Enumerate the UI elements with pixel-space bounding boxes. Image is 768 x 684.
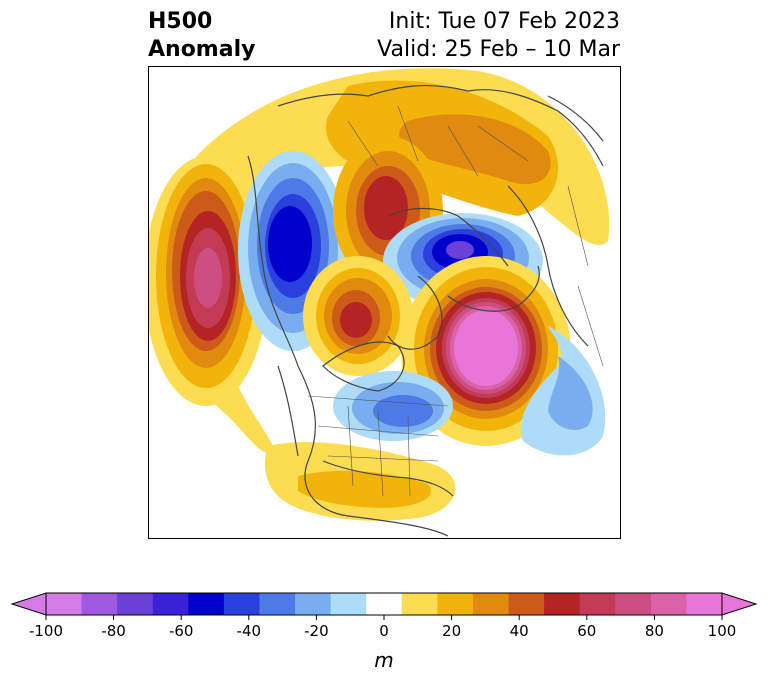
colorbar-tick-label: 100 (708, 622, 737, 640)
colorbar-tick-label: 60 (577, 622, 596, 640)
colorbar-box (401, 593, 438, 615)
colorbar-over-arrow (721, 592, 758, 616)
colorbar-ticks: -100 -80 -60 -40 -20 0 20 40 60 80 100 (29, 615, 736, 640)
north-america-trough (333, 371, 453, 441)
colorbar: -100 -80 -60 -40 -20 0 20 40 60 80 100 m (10, 592, 758, 672)
colorbar-box (508, 593, 545, 615)
colorbar-box (259, 593, 296, 615)
colorbar-box (188, 593, 225, 615)
greenland-atlantic-ridge (401, 256, 571, 446)
map-frame (148, 66, 621, 539)
colorbar-tick-label: -60 (169, 622, 194, 640)
colorbar-box (686, 593, 723, 615)
colorbar-tick-label: 20 (442, 622, 461, 640)
colorbar-under-arrow (10, 592, 47, 616)
title-right: Init: Tue 07 Feb 2023 Valid: 25 Feb – 10… (377, 8, 620, 64)
atlantic-trough (520, 326, 606, 456)
title-anomaly: Anomaly (148, 37, 256, 62)
colorbar-box (295, 593, 332, 615)
valid-range: Valid: 25 Feb – 10 Mar (377, 37, 620, 62)
anomaly-map (148, 66, 621, 539)
coastlines (247, 84, 604, 537)
colorbar-box (330, 593, 367, 615)
colorbar-tick-label: 40 (510, 622, 529, 640)
colorbar-box (544, 593, 581, 615)
colorbar-tick-label: -40 (237, 622, 262, 640)
colorbar-tick-label: -20 (304, 622, 329, 640)
colorbar-box (579, 593, 616, 615)
pacific-ridge (148, 156, 268, 406)
colorbar-box (650, 593, 687, 615)
borders (307, 105, 604, 497)
colorbar-box (117, 593, 154, 615)
colorbar-box (152, 593, 189, 615)
colorbar-tick-label: -80 (101, 622, 126, 640)
colorbar-box (437, 593, 474, 615)
colorbar-box (223, 593, 260, 615)
colorbar-tick-label: -100 (29, 622, 63, 640)
init-date: Init: Tue 07 Feb 2023 (388, 9, 620, 34)
colorbar-tick-label: 0 (379, 622, 389, 640)
colorbar-box (46, 593, 83, 615)
colorbar-tick-label: 80 (645, 622, 664, 640)
colorbar-box (366, 593, 403, 615)
colorbar-unit-label: m (374, 648, 393, 672)
colorbar-box (81, 593, 118, 615)
title-variable: H500 (148, 9, 213, 34)
hudson-bay-ridge (303, 256, 413, 376)
colorbar-box (615, 593, 652, 615)
colorbar-boxes (46, 593, 723, 615)
southeast-us-ridge (265, 442, 456, 521)
title-left: H500 Anomaly (148, 8, 255, 64)
colorbar-box (472, 593, 510, 615)
